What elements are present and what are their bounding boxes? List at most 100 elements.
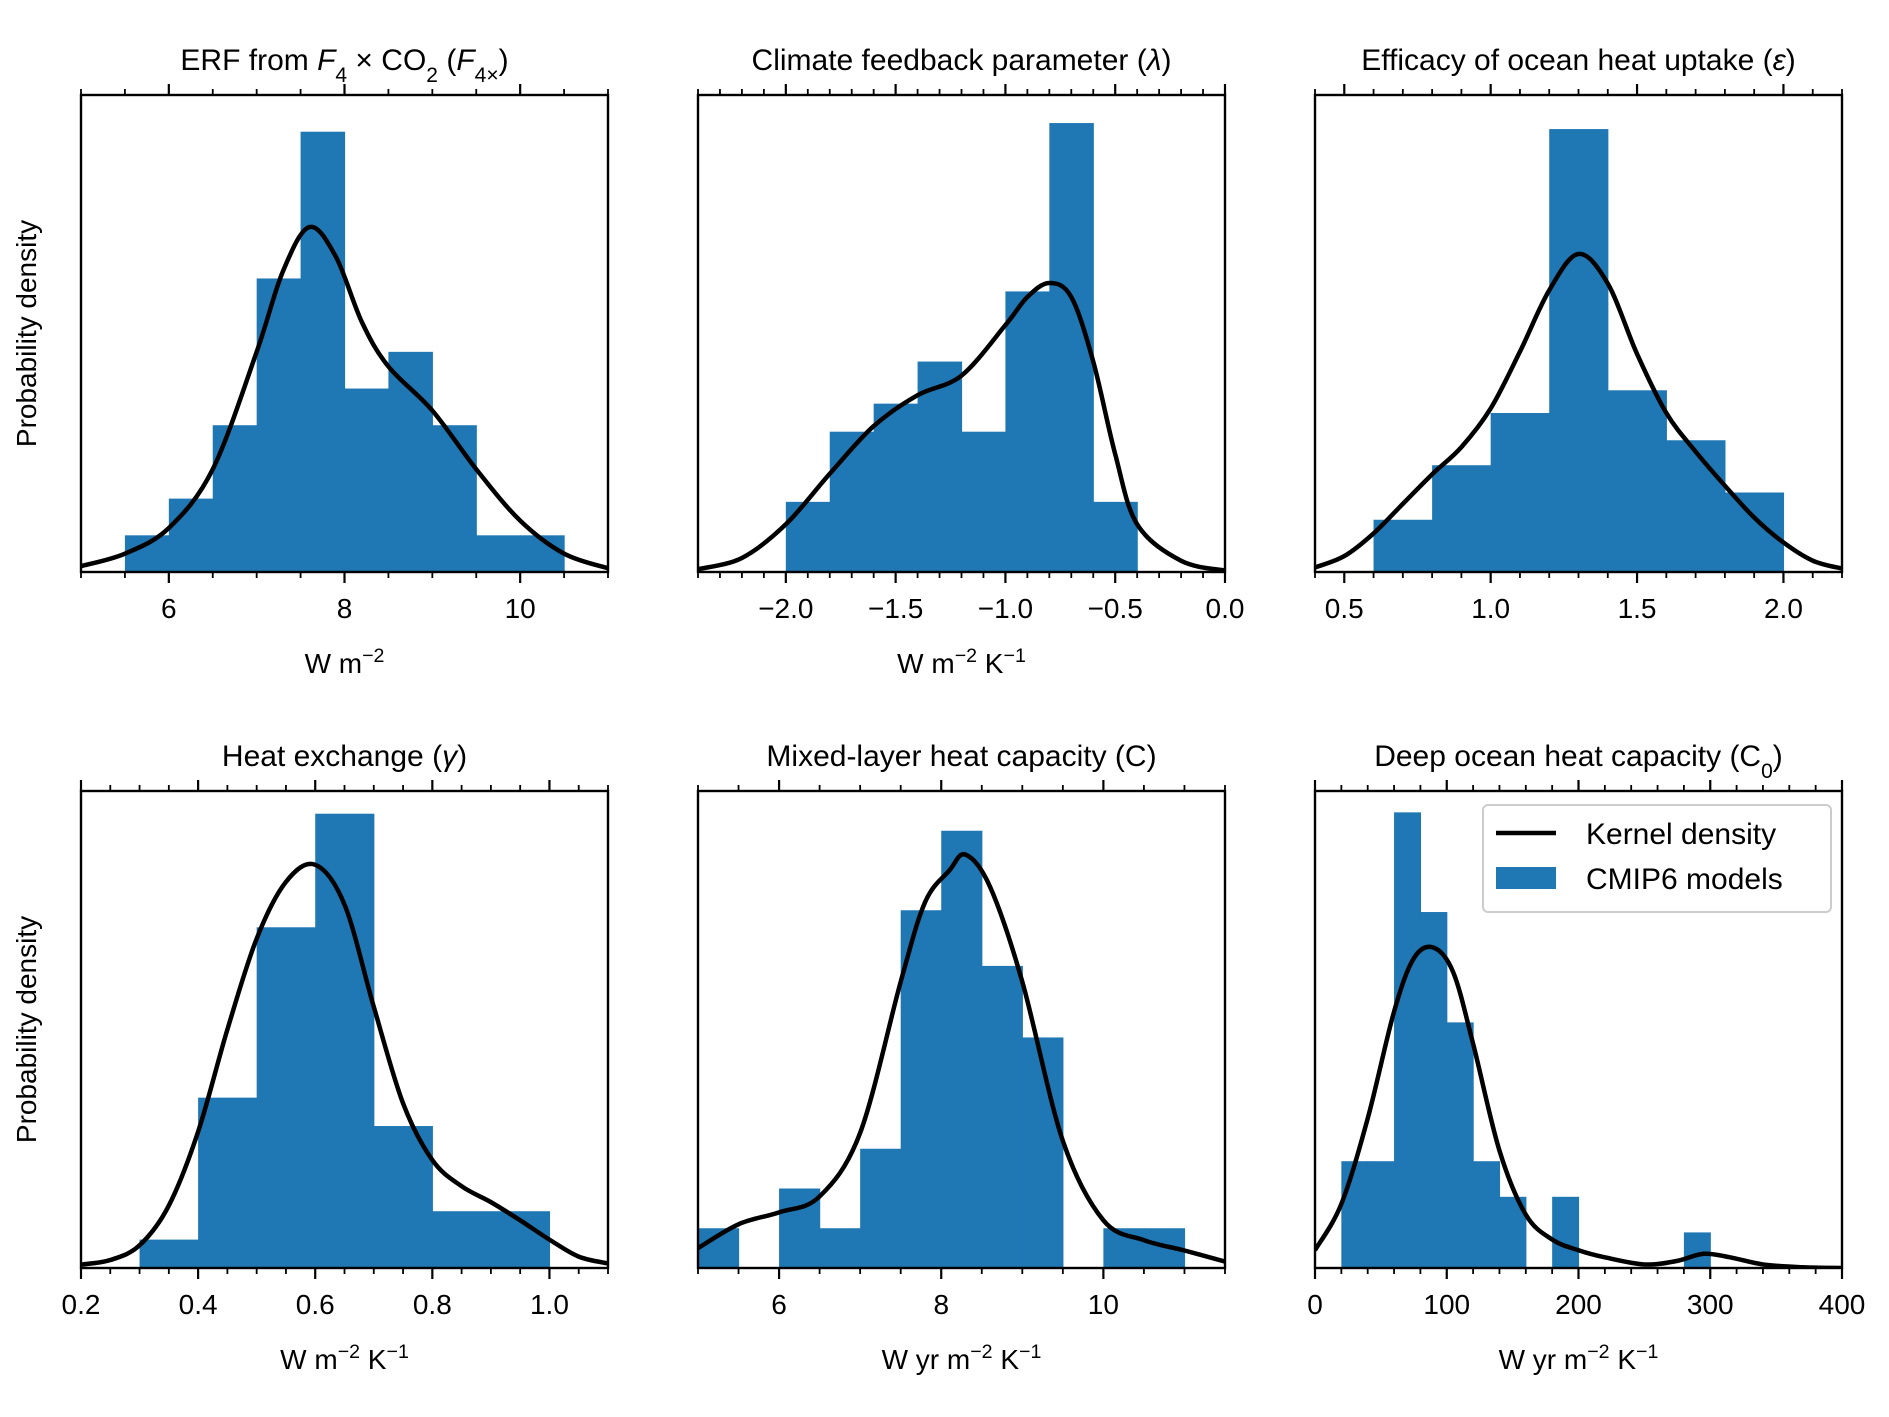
histogram-bar	[432, 425, 477, 572]
panels: 6 8 10 ERF from F4 × CO2 (F4×) W m−2 Probabil…	[11, 44, 1865, 1375]
x-tick-label: −1.0	[978, 593, 1033, 624]
panel-f: 0 100 200 300 400 Deep ocean heat capacity (C…	[1307, 740, 1865, 1375]
panel-data	[698, 123, 1225, 572]
histogram-bar	[785, 501, 831, 572]
legend-bar-label: CMIP6 models	[1586, 863, 1783, 896]
x-tick-label: 1.5	[1618, 593, 1657, 624]
histogram-bar	[315, 813, 375, 1268]
x-tick-label: 10	[1088, 1289, 1119, 1320]
histogram-bar	[900, 910, 942, 1268]
x-tick-label: 300	[1687, 1289, 1734, 1320]
histogram-bar	[1549, 129, 1609, 572]
legend: Kernel density CMIP6 models	[1482, 804, 1832, 913]
histogram-bar	[941, 830, 983, 1268]
panel-data	[1315, 812, 1842, 1268]
histogram-bar	[1724, 492, 1785, 572]
panel-data	[1315, 129, 1842, 572]
histogram-bar	[1367, 1161, 1395, 1268]
histogram-bar	[1022, 1037, 1064, 1268]
kde-curve	[698, 851, 1225, 1264]
histogram-bar	[1373, 519, 1433, 572]
x-axis-label: W m−2	[305, 645, 385, 679]
histogram-bar	[961, 431, 1007, 572]
histogram-bar	[300, 131, 346, 572]
legend-kde-label: Kernel density	[1586, 818, 1776, 851]
kde-curve	[81, 224, 608, 571]
x-tick-label: 0.0	[1206, 593, 1245, 624]
legend-bar-swatch	[1496, 867, 1556, 889]
histogram-bar	[917, 361, 963, 572]
x-tick-label: 0.2	[62, 1289, 101, 1320]
x-axis-label: W m−2 K−1	[280, 1341, 409, 1375]
panel-title: Climate feedback parameter (λ)	[752, 44, 1172, 77]
kde-curve	[81, 861, 608, 1267]
histogram-bar	[819, 1228, 861, 1268]
histogram-bar	[476, 535, 521, 572]
y-axis-label: Probability density	[11, 220, 42, 447]
panel-title: Efficacy of ocean heat uptake (ε)	[1361, 44, 1796, 77]
x-tick-label: 8	[337, 593, 353, 624]
x-tick-label: 6	[161, 593, 177, 624]
histogram-bar	[168, 498, 214, 572]
histogram-bar	[212, 425, 258, 572]
x-tick-label: 200	[1555, 1289, 1602, 1320]
histogram-bar	[1490, 413, 1550, 572]
kde-curve	[1315, 251, 1842, 571]
histogram-bar	[256, 927, 316, 1268]
panel-data	[81, 131, 608, 572]
x-tick-label: 0.4	[179, 1289, 218, 1320]
histogram-bar	[1473, 1161, 1501, 1268]
legend-box	[1482, 804, 1832, 913]
histogram-bar	[344, 388, 390, 572]
histogram-bar	[1607, 390, 1667, 572]
histogram-bar	[1666, 440, 1726, 572]
histogram-bar	[1552, 1196, 1580, 1268]
histogram-bar	[1049, 123, 1094, 572]
histogram-bar	[1432, 465, 1492, 572]
histogram-bar	[1005, 291, 1050, 572]
x-tick-label: 6	[771, 1289, 787, 1320]
histogram-bar	[124, 535, 170, 572]
x-axis-label: W yr m−2 K−1	[1499, 1341, 1659, 1375]
histogram-bar	[1341, 1161, 1369, 1268]
histogram-bar	[860, 1148, 902, 1268]
x-tick-label: 1.0	[530, 1289, 569, 1320]
x-tick-label: 100	[1423, 1289, 1470, 1320]
x-tick-label: 8	[933, 1289, 949, 1320]
panel-b: −2.0 −1.5 −1.0 −0.5 0.0 Climate feedback para…	[696, 44, 1245, 679]
x-tick-label: 10	[505, 593, 536, 624]
histogram-bar	[981, 965, 1023, 1268]
x-tick-label: −0.5	[1088, 593, 1143, 624]
axes-frame	[696, 789, 1227, 1270]
x-axis-label: W yr m−2 K−1	[882, 1341, 1042, 1375]
histogram-bar	[829, 431, 875, 572]
panel-a: 6 8 10 ERF from F4 × CO2 (F4×) W m−2 Probabil…	[11, 44, 610, 679]
y-axis-label: Probability density	[11, 916, 42, 1143]
panel-title: Heat exchange (γ)	[222, 740, 467, 773]
histogram-bar	[873, 403, 919, 572]
panel-data	[698, 830, 1225, 1268]
panel-title: ERF from F4 × CO2 (F4×)	[180, 44, 508, 87]
panel-data	[81, 813, 608, 1268]
kde-curve	[1315, 944, 1842, 1268]
x-tick-label: −1.5	[868, 593, 923, 624]
panel-title: Deep ocean heat capacity (C0)	[1374, 740, 1783, 783]
histogram-bar	[139, 1239, 199, 1268]
x-tick-label: 0.8	[413, 1289, 452, 1320]
x-tick-label: 2.0	[1764, 593, 1803, 624]
histogram-bar	[198, 1097, 258, 1268]
panel-e: 6 8 10 Mixed-layer heat capacity (C) W yr m−…	[696, 740, 1227, 1375]
x-tick-label: 0.6	[296, 1289, 335, 1320]
histogram-bar	[256, 278, 302, 572]
histogram-bar	[1683, 1232, 1711, 1268]
histogram-bar	[1394, 812, 1421, 1268]
histogram-bar	[1446, 1022, 1474, 1268]
kde-curve	[698, 280, 1225, 572]
x-tick-label: 400	[1819, 1289, 1866, 1320]
panel-d: 0.2 0.4 0.6 0.8 1.0 Heat exchange (γ) W m−2 K−…	[11, 740, 610, 1375]
histogram-bar	[388, 351, 433, 572]
panel-c: 0.5 1.0 1.5 2.0 Efficacy of ocean heat uptak…	[1313, 44, 1844, 624]
x-tick-label: 0.5	[1325, 593, 1364, 624]
x-tick-label: 1.0	[1471, 593, 1510, 624]
